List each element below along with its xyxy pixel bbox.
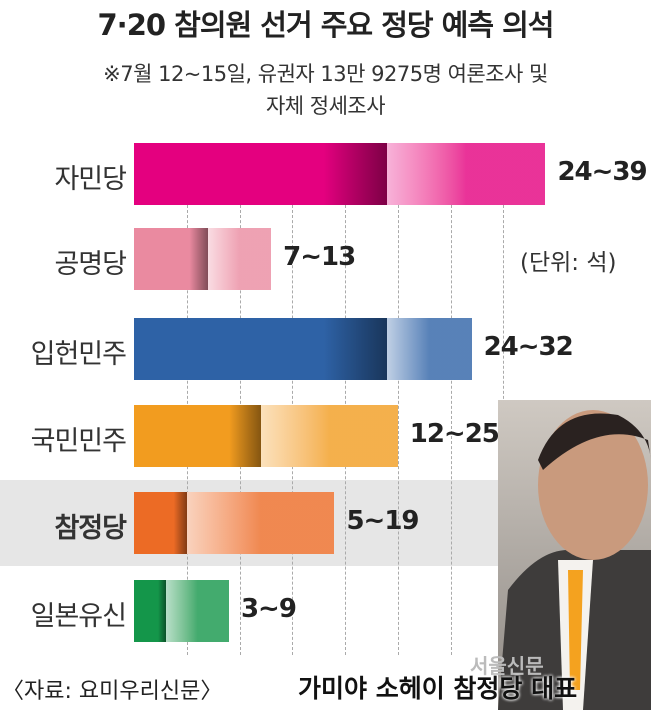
chart-title: 7·20 참의원 선거 주요 정당 예측 의석	[97, 8, 555, 42]
bar-range	[387, 143, 546, 205]
bar-range	[207, 228, 272, 290]
chart-subtitle-2: 자체 정세조사	[265, 94, 386, 118]
bar-low	[134, 580, 166, 642]
bar-low	[134, 143, 388, 205]
category-label: 입헌민주	[30, 339, 127, 370]
value-label: 7~13	[283, 242, 356, 272]
bar-range	[260, 405, 398, 467]
photo-caption: 가미야 소헤이 참정당 대표	[298, 674, 578, 703]
value-label: 24~39	[557, 157, 647, 187]
watermark: 서울신문	[470, 654, 544, 678]
bar-low	[134, 318, 388, 380]
person-photo	[498, 400, 651, 710]
value-label: 24~32	[483, 332, 574, 362]
gridline	[397, 205, 399, 655]
bar-range	[165, 580, 229, 642]
category-label: 국민민주	[30, 426, 127, 457]
bar-range	[387, 318, 472, 380]
category-label: 공명당	[54, 249, 127, 280]
bar-range	[186, 492, 335, 554]
bar-low	[134, 228, 208, 290]
category-label: 참정당	[54, 513, 127, 544]
category-label: 일본유신	[30, 601, 127, 632]
category-label: 자민당	[54, 164, 127, 195]
unit-label: (단위: 석)	[520, 250, 617, 276]
bar-low	[134, 492, 187, 554]
chart-subtitle-1: ※7월 12~15일, 유권자 13만 9275명 여론조사 및	[103, 62, 548, 86]
gridline	[450, 205, 452, 655]
bar-low	[134, 405, 261, 467]
value-label: 5~19	[346, 506, 419, 536]
value-label: 3~9	[240, 594, 297, 624]
value-label: 12~25	[409, 419, 500, 449]
source-note: 〈자료: 요미우리신문〉	[2, 679, 223, 704]
